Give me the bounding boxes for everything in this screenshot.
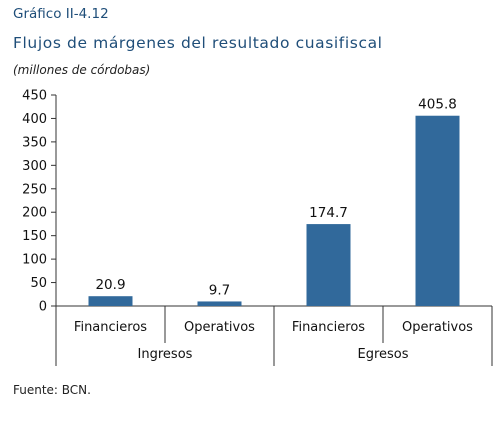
data-label: 9.7 (209, 282, 230, 298)
category-label: Financieros (74, 320, 147, 335)
y-tick-label: 150 (22, 229, 47, 244)
y-tick-label: 100 (22, 253, 47, 268)
category-label: Financieros (292, 320, 365, 335)
y-tick-label: 450 (22, 89, 47, 104)
category-label: Operativos (402, 320, 473, 335)
bar (88, 296, 133, 306)
chart-subtitle: (millones de córdobas) (13, 63, 151, 77)
y-tick-label: 350 (22, 135, 47, 150)
data-label: 20.9 (95, 277, 125, 293)
y-tick-label: 0 (39, 300, 47, 315)
y-tick-label: 400 (22, 112, 47, 127)
source-note: Fuente: BCN. (13, 383, 91, 397)
group-label: Egresos (357, 347, 408, 362)
bar (306, 224, 351, 306)
y-tick-label: 250 (22, 182, 47, 197)
group-label: Ingresos (138, 347, 193, 362)
bar (197, 301, 242, 306)
bar (415, 115, 460, 307)
data-label: 405.8 (418, 97, 457, 113)
chart-title: Flujos de márgenes del resultado cuasifi… (13, 34, 383, 52)
y-tick-label: 50 (30, 276, 47, 291)
figure-label: Gráfico II-4.12 (13, 6, 109, 22)
y-tick-label: 200 (22, 206, 47, 221)
data-label: 174.7 (309, 205, 348, 221)
category-label: Operativos (184, 320, 255, 335)
y-tick-label: 300 (22, 159, 47, 174)
